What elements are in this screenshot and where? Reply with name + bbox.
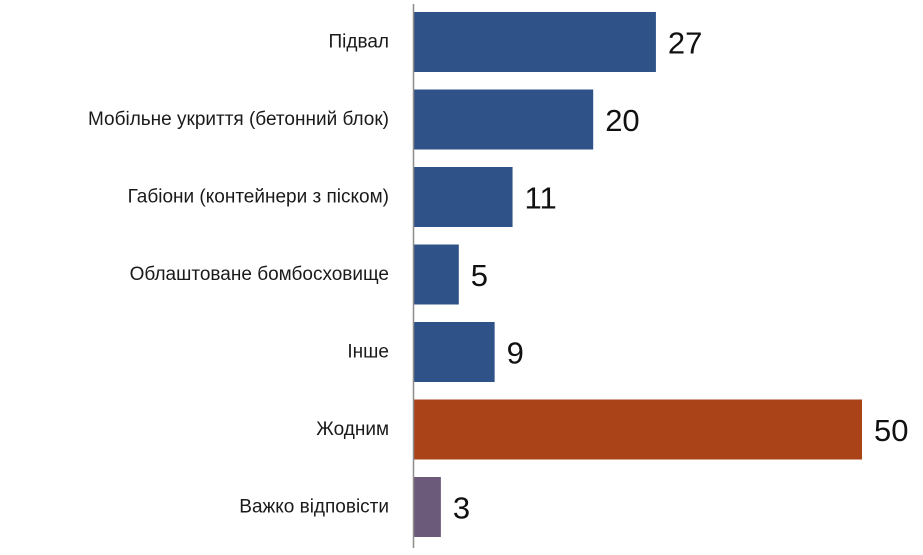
category-label-2: Габіони (контейнери з піском): [128, 187, 389, 208]
bar-5: [414, 399, 862, 460]
value-label-1: 20: [605, 103, 639, 138]
value-label-3: 5: [471, 258, 488, 293]
category-label-0: Підвал: [329, 32, 390, 53]
bar-1: [414, 89, 594, 150]
value-labels: 27 20 11 5 9 50 3: [453, 26, 909, 526]
bars-group: [414, 12, 862, 537]
bar-4: [414, 322, 495, 382]
category-labels: Підвал Мобільне укриття (бетонний блок) Га…: [88, 32, 389, 518]
value-label-6: 3: [453, 491, 470, 526]
category-label-4: Інше: [347, 342, 389, 363]
bar-3: [414, 244, 459, 305]
value-label-2: 11: [525, 181, 557, 216]
bar-0: [414, 12, 656, 72]
category-label-6: Важко відповісти: [239, 497, 389, 518]
category-label-1: Мобільне укриття (бетонний блок): [88, 109, 389, 130]
category-label-3: Облаштоване бомбосховище: [130, 264, 389, 285]
value-label-5: 50: [874, 413, 908, 448]
bar-6: [414, 477, 441, 537]
value-label-0: 27: [668, 26, 702, 61]
value-label-4: 9: [507, 336, 524, 371]
category-label-5: Жодним: [316, 419, 389, 440]
bar-2: [414, 167, 513, 227]
